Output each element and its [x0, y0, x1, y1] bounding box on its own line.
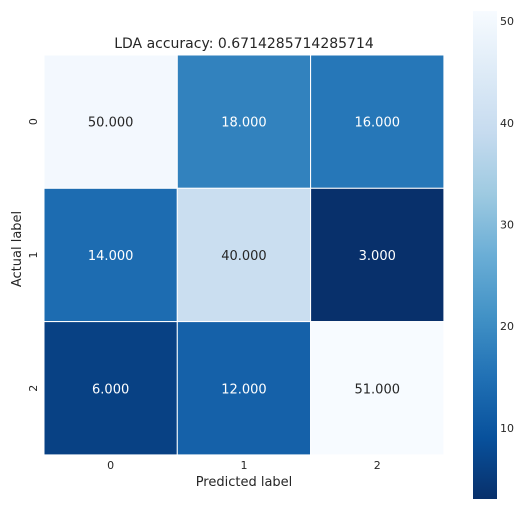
heatmap-cell [43, 187, 178, 323]
heatmap-cell [310, 321, 445, 456]
chart-title: LDA accuracy: 0.6714285714285714 [114, 36, 374, 52]
cell-value-label: 40.000 [221, 249, 267, 264]
heatmap-cell [43, 54, 178, 189]
y-tick-label: 1 [27, 251, 40, 258]
heatmap-cell [176, 187, 312, 323]
heatmap-cell [310, 54, 445, 189]
heatmap-cell [310, 187, 445, 323]
x-tick-label: 2 [374, 459, 381, 472]
cell-value-label: 51.000 [355, 382, 401, 397]
colorbar-tick-label: 20 [500, 320, 514, 333]
cell-value-label: 18.000 [221, 116, 267, 131]
x-tick-label: 0 [107, 459, 114, 472]
colorbar-tick-label: 50 [500, 15, 514, 28]
heatmap-cell [176, 54, 312, 189]
colorbar-tick-label: 40 [500, 117, 514, 130]
x-tick-label: 1 [240, 459, 247, 472]
y-tick-label: 0 [27, 118, 40, 125]
colorbar: 10 20 30 40 50 [473, 11, 514, 499]
cell-value-label: 6.000 [92, 382, 129, 397]
colorbar-tick-label: 30 [500, 219, 514, 232]
y-axis-label: Actual label [10, 211, 25, 287]
x-tick-labels: 0 1 2 [107, 459, 381, 472]
heatmap-cells: 50.000 18.000 16.000 14.000 40.000 3.000 6.000… [43, 54, 445, 456]
colorbar-tick-label: 10 [500, 422, 514, 435]
cell-value-label: 14.000 [88, 249, 134, 264]
x-axis-label: Predicted label [196, 475, 293, 490]
cell-value-label: 3.000 [359, 249, 396, 264]
heatmap-cell [176, 321, 312, 456]
y-tick-label: 2 [27, 385, 40, 392]
cell-value-label: 50.000 [88, 116, 134, 131]
cell-value-label: 16.000 [355, 116, 401, 131]
heatmap-cell [43, 321, 178, 456]
colorbar-gradient [473, 11, 497, 499]
y-tick-labels: 0 1 2 [27, 118, 40, 392]
cell-value-label: 12.000 [221, 382, 267, 397]
